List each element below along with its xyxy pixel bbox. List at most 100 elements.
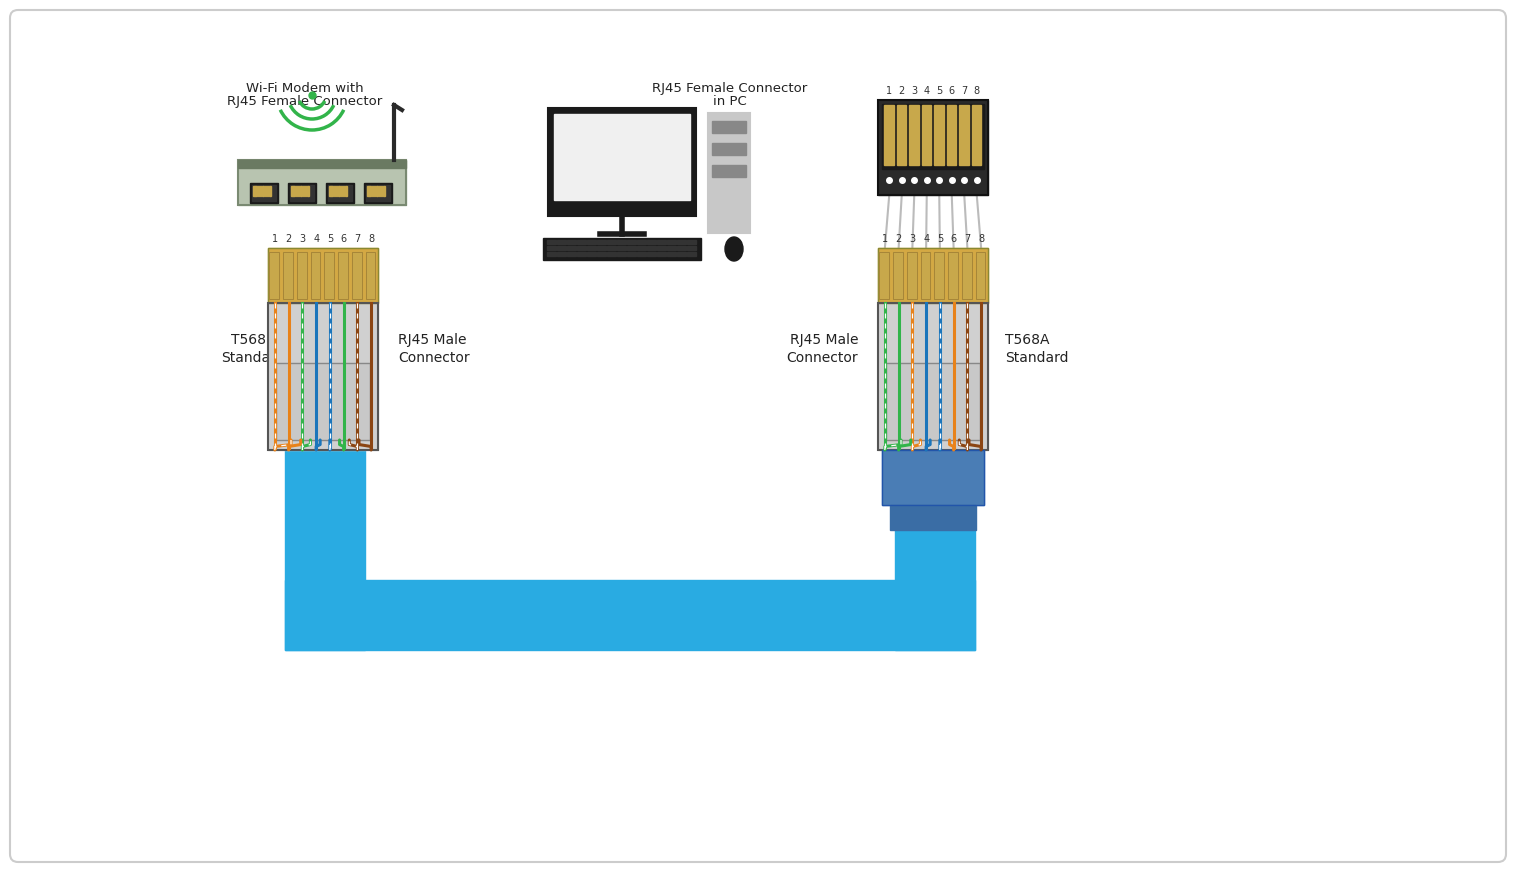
Bar [606,246,615,250]
Bar [597,246,606,250]
Bar [907,252,917,299]
Bar [960,105,969,165]
Bar [907,252,917,299]
Bar [270,252,279,299]
Bar [324,252,334,299]
Bar [364,183,393,203]
Bar [678,240,687,244]
Bar [268,303,377,450]
Bar [578,240,587,244]
Bar [934,105,943,165]
Bar [556,252,565,256]
Bar [893,252,902,299]
Text: 2: 2 [285,234,291,244]
Bar [656,246,666,250]
Bar [597,240,606,244]
Bar [890,505,976,530]
Bar [878,100,988,195]
Bar [656,240,666,244]
Text: 4: 4 [923,234,929,244]
Text: 7: 7 [964,234,970,244]
Bar [587,246,596,250]
Bar [326,183,355,203]
Bar [948,252,958,299]
Text: 6: 6 [951,234,957,244]
Bar [365,185,390,201]
Text: 2: 2 [899,86,905,96]
Text: RJ45 Male: RJ45 Male [790,333,858,347]
Text: 2: 2 [896,234,902,244]
Text: 6: 6 [949,86,955,96]
Bar [972,105,981,165]
Bar [338,252,347,299]
Bar [628,246,637,250]
Bar [708,113,750,233]
Bar [687,252,696,256]
Bar [606,240,615,244]
Text: 6: 6 [341,234,347,244]
Bar [556,246,565,250]
Text: Standard: Standard [221,351,285,365]
Bar [252,185,276,201]
Text: 1: 1 [882,234,888,244]
Text: in PC: in PC [713,95,747,108]
Bar [647,240,656,244]
Bar [878,248,988,303]
Bar [667,252,676,256]
Text: RJ45 Male: RJ45 Male [399,333,467,347]
Text: Wi-Fi Modem with: Wi-Fi Modem with [246,82,364,95]
Bar [878,248,988,303]
Bar [617,240,626,244]
Bar [327,185,352,201]
Text: RJ45 Female Connector: RJ45 Female Connector [652,82,808,95]
Bar [283,252,293,299]
Bar [543,238,700,260]
Bar [311,252,320,299]
Bar [324,252,334,299]
Bar [637,246,646,250]
Bar [276,363,370,440]
Bar [946,105,957,165]
Bar [290,185,314,201]
Bar [878,100,988,195]
Bar [656,252,666,256]
Bar [268,248,377,303]
Bar [567,246,576,250]
Bar [567,252,576,256]
Bar [678,252,687,256]
Bar [628,252,637,256]
Bar [238,160,406,168]
Bar [910,105,919,165]
Bar [885,363,979,440]
Bar [268,248,377,303]
Bar [678,246,687,250]
Bar [878,303,988,450]
Bar [713,121,746,133]
Bar [270,252,279,299]
Bar [238,160,406,205]
Text: 5: 5 [935,86,943,96]
Bar [922,105,931,165]
Text: 5: 5 [327,234,334,244]
Bar [920,252,931,299]
Bar [285,580,975,650]
Text: 1: 1 [887,86,893,96]
Text: 5: 5 [937,234,943,244]
Text: T568B: T568B [230,333,276,347]
Bar [920,252,931,299]
Bar [884,105,893,165]
Bar [556,240,565,244]
Bar [587,252,596,256]
Bar [285,450,365,650]
Text: 3: 3 [299,234,305,244]
Text: 4: 4 [314,234,320,244]
Bar [352,252,361,299]
Bar [547,108,696,216]
Bar [713,143,746,155]
Bar [894,450,975,650]
Text: 4: 4 [923,86,929,96]
Bar [687,246,696,250]
Bar [637,240,646,244]
Bar [578,252,587,256]
Bar [647,252,656,256]
